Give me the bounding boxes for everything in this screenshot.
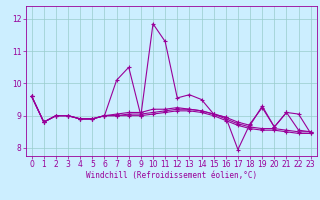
X-axis label: Windchill (Refroidissement éolien,°C): Windchill (Refroidissement éolien,°C) [86, 171, 257, 180]
